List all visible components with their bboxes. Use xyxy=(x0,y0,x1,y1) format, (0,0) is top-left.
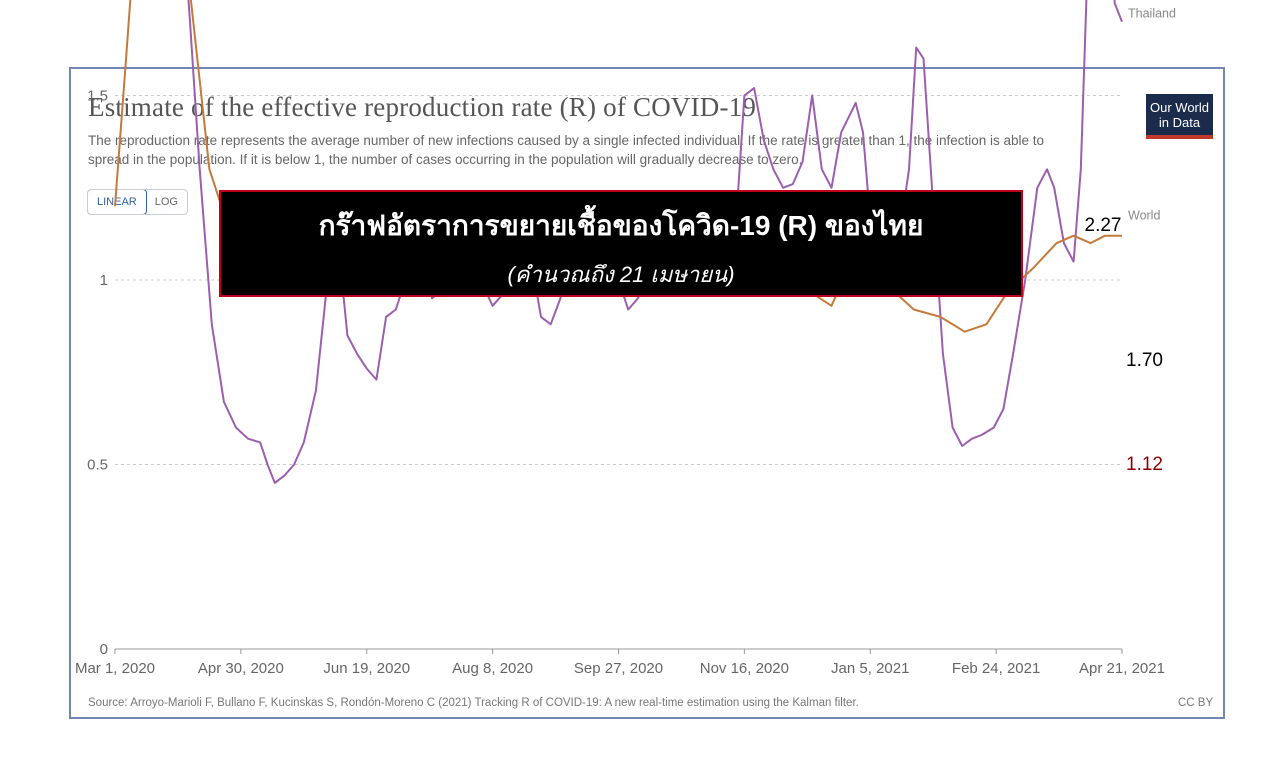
y-tick-label: 0.5 xyxy=(87,457,108,474)
thailand-last-value: 1.70 xyxy=(1126,350,1163,371)
logo-line-1: Our World xyxy=(1150,100,1209,115)
y-tick-label: 1.5 xyxy=(87,88,108,105)
banner-heading: กร๊าฟอัตราการขยายเชื้อของโควิด-19 (R) ขอ… xyxy=(318,210,924,241)
owid-logo[interactable]: Our World in Data xyxy=(1146,94,1213,139)
scale-toggle: LINEAR LOG xyxy=(87,189,188,215)
x-tick-label: Feb 24, 2021 xyxy=(952,660,1040,677)
log-scale-button[interactable]: LOG xyxy=(154,196,178,208)
chart-title: Estimate of the effective reproduction r… xyxy=(88,92,757,122)
series-label-world: World xyxy=(1128,209,1160,223)
license-link[interactable]: CC BY xyxy=(1178,697,1214,709)
thai-banner: กร๊าฟอัตราการขยายเชื้อของโควิด-19 (R) ขอ… xyxy=(219,190,1023,297)
thailand-peak-value: 2.27 xyxy=(1085,215,1122,236)
linear-scale-button[interactable]: LINEAR xyxy=(87,190,147,214)
y-tick-label: 0 xyxy=(100,641,108,658)
x-tick-label: Mar 1, 2020 xyxy=(75,660,155,677)
x-tick-label: Jun 19, 2020 xyxy=(323,660,410,677)
x-tick-label: Sep 27, 2020 xyxy=(574,660,663,677)
series-label-thailand: Thailand xyxy=(1128,7,1176,21)
logo-line-2: in Data xyxy=(1158,115,1201,130)
x-tick-label: Jan 5, 2021 xyxy=(831,660,909,677)
source-note: Source: Arroyo-Marioli F, Bullano F, Kuc… xyxy=(88,697,859,709)
world-last-value: 1.12 xyxy=(1126,454,1163,475)
x-tick-label: Nov 16, 2020 xyxy=(700,660,789,677)
chart-frame xyxy=(69,67,1225,719)
y-tick-label: 1 xyxy=(100,272,108,289)
banner-subheading: (คำนวณถึง 21 เมษายน) xyxy=(507,262,735,287)
x-tick-label: Apr 30, 2020 xyxy=(198,660,284,677)
x-tick-label: Apr 21, 2021 xyxy=(1079,660,1165,677)
x-tick-label: Aug 8, 2020 xyxy=(452,660,533,677)
